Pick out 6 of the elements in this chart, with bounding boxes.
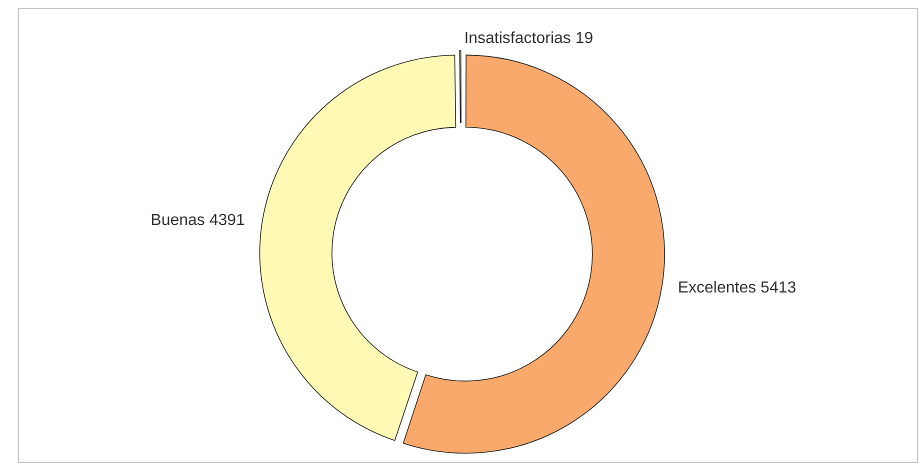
slice-label: Buenas xyxy=(150,212,205,229)
slice-label: Insatisfactorias xyxy=(464,30,571,47)
slice-label: Excelentes xyxy=(678,279,756,296)
data-label: 4391 xyxy=(209,212,246,229)
data-label: 19 xyxy=(575,30,594,47)
data-label: 5413 xyxy=(760,279,796,296)
